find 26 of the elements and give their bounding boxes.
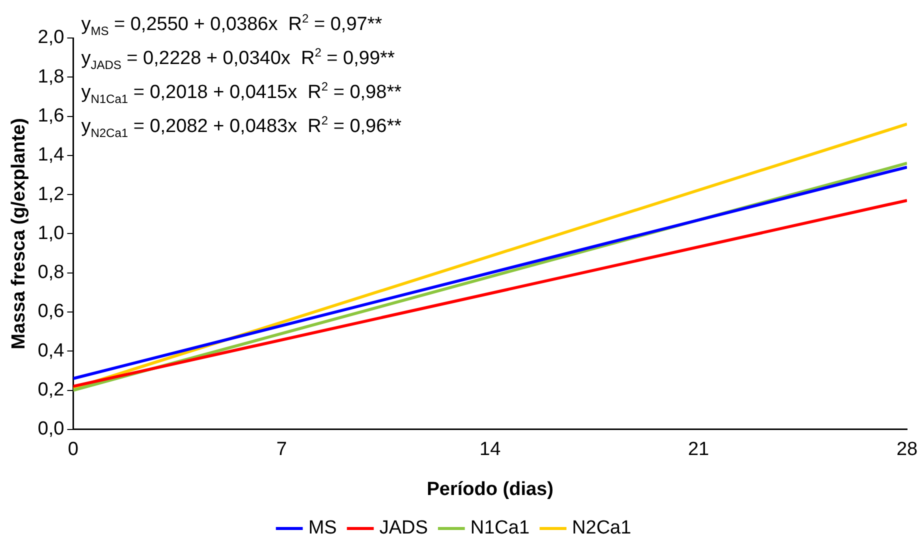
y-tick-label: 0,8 — [38, 262, 64, 284]
x-tick-label: 14 — [480, 439, 502, 460]
x-axis-title: Período (dias) — [426, 478, 554, 500]
annotation: y$_{JADS}$ = 0,2228 + 0,0340x R$^{2}$ = 0,99** — [81, 44, 396, 74]
y-tick-label: 1,4 — [38, 144, 65, 166]
text: y$_{MS}$ = 0,2550 + 0,0386x R$^{2}$ = 0,97** — [81, 10, 384, 40]
y-tick-label: 0,6 — [38, 301, 64, 322]
x-tick-label: 7 — [276, 439, 287, 460]
y-axis-title: Massa fresca (g/explante) — [8, 118, 30, 350]
legend-label: N2Ca1 — [572, 518, 632, 539]
x-tick-label: 28 — [896, 439, 918, 460]
annotation: y$_{N1Ca1}$ = 0,2018 + 0,0415x R$^{2}$ = 0,98** — [81, 78, 402, 108]
y-tick-label: 0,2 — [38, 379, 64, 400]
legend-label: MS — [308, 518, 337, 539]
y-tick-label: 0,0 — [38, 418, 64, 440]
annotation: y$_{N2Ca1}$ = 0,2082 + 0,0483x R$^{2}$ = 0,96** — [81, 112, 402, 142]
legend-label: N1Ca1 — [470, 518, 530, 539]
y-tick-label: 1,8 — [38, 66, 64, 88]
x-tick-label: 21 — [688, 439, 710, 460]
x-tick-label: 0 — [68, 439, 78, 460]
y-tick-label: 1,6 — [38, 106, 64, 127]
y-tick-label: 0,4 — [38, 340, 65, 362]
legend-label: JADS — [379, 518, 428, 539]
y-tick-label: 1,0 — [38, 222, 64, 244]
y-tick-label: 2,0 — [38, 27, 64, 48]
y-tick-label: 1,2 — [38, 184, 64, 205]
